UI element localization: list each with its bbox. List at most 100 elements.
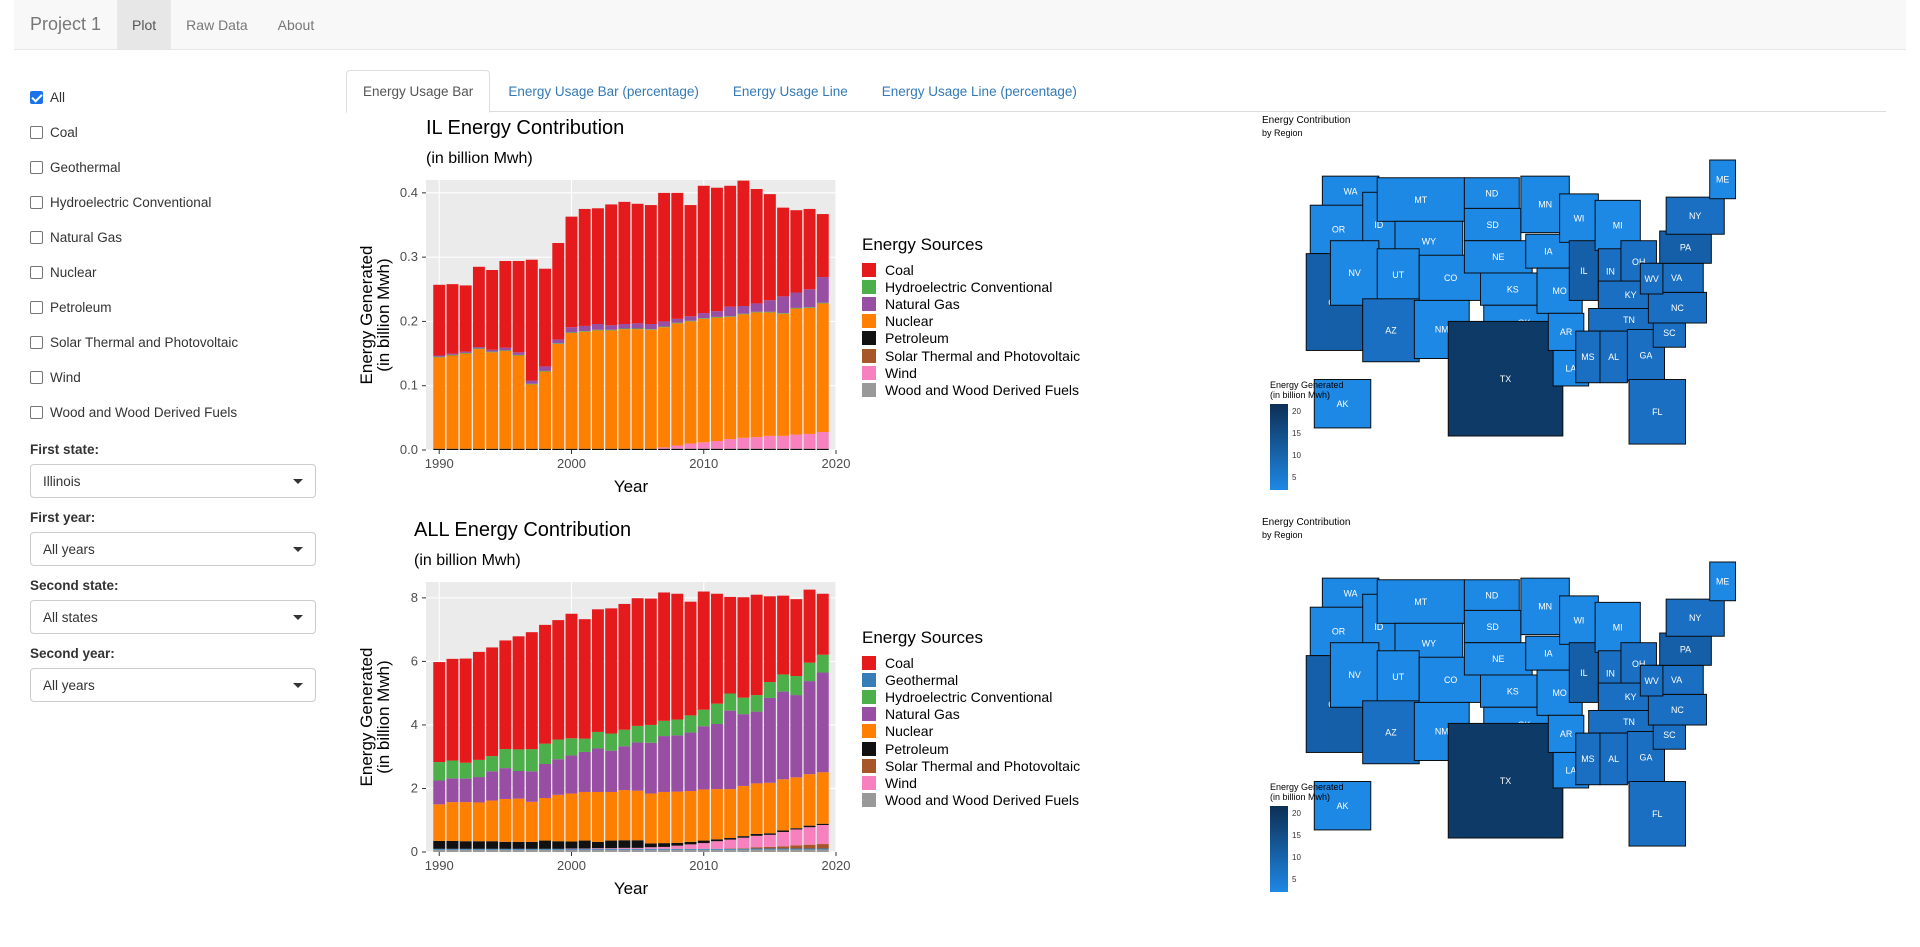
nav-raw-data[interactable]: Raw Data [186,16,248,33]
bar-natural-gas [605,750,618,792]
state-label: AZ [1385,728,1397,738]
tab-energy-usage-bar[interactable]: Energy Usage Bar [346,70,491,113]
bar-natural-gas [737,306,750,314]
checkbox-row-geothermal[interactable]: Geothermal [30,150,316,185]
state-ut [1376,248,1420,301]
bar-nuclear [763,312,776,436]
checkbox-natural-gas[interactable] [30,231,43,244]
checkbox-row-wind[interactable]: Wind [30,360,316,395]
state-label: WV [1644,274,1658,284]
bar-petroleum [750,448,763,450]
bar-coal [459,285,472,352]
bar-geothermal [658,848,671,850]
select-first-year[interactable]: All years [30,532,316,566]
checkbox-row-wood-and-wood-derived-fuels[interactable]: Wood and Wood Derived Fuels [30,395,316,430]
map-legend-tick: 10 [1292,451,1301,460]
map1-title: Energy Contribution [1262,115,1351,126]
checkbox-hydroelectric-conventional[interactable] [30,196,43,209]
bar-hydroelectric-conventional [631,725,644,743]
state-label: ID [1374,622,1383,632]
bar-hydroelectric-conventional [816,302,829,304]
bar-wind [816,432,829,449]
select-second-year[interactable]: All years [30,668,316,702]
bar-natural-gas [724,710,737,790]
map-legend-tick: 5 [1292,473,1297,482]
bar-wood-and-wood-derived-fuels [618,849,631,852]
nav-plot[interactable]: Plot [117,0,172,49]
bar-wind [658,447,671,449]
bar-nuclear [472,349,485,449]
bar-geothermal [446,848,459,850]
checkbox-row-natural-gas[interactable]: Natural Gas [30,220,316,255]
bar-petroleum [790,828,803,830]
bar-coal [539,624,551,744]
legend-label: Natural Gas [885,706,960,723]
bar-hydroelectric-conventional [737,697,750,715]
state-label: MO [1552,688,1566,698]
tab-energy-usage-line[interactable]: Energy Usage Line [732,83,848,99]
bar-nuclear [777,313,790,436]
map-legend-title: Energy Generated [1270,782,1344,792]
nav-about[interactable]: About [277,16,315,33]
checkbox-geothermal[interactable] [30,161,43,174]
state-label: WY [1422,237,1436,247]
bar-wind [605,848,618,849]
checkbox-row-nuclear[interactable]: Nuclear [30,255,316,290]
state-label: AL [1608,352,1619,362]
legend-label: Nuclear [885,313,934,330]
state-label: NE [1492,252,1504,262]
bar-natural-gas [750,303,763,312]
bar-natural-gas [433,355,446,357]
y-axis-label: Energy Generated [357,648,376,787]
state-ak [1313,781,1372,831]
select-second-state[interactable]: All states [30,600,316,634]
checkbox-wind[interactable] [30,371,43,384]
bar-coal [433,284,446,356]
legend-swatch [862,689,876,704]
bar-wind [724,439,737,449]
checkbox-nuclear[interactable] [30,266,43,279]
state-label: OH [1632,257,1645,267]
checkbox-wood-and-wood-derived-fuels[interactable] [30,406,43,419]
bar-petroleum [750,833,763,836]
legend-item: Solar Thermal and Photovoltaic [862,347,1080,364]
checkbox-label: Solar Thermal and Photovoltaic [50,335,239,350]
checkbox-label: Natural Gas [50,230,123,245]
bar-petroleum [472,841,485,849]
bar-wood-and-wood-derived-fuels [552,849,565,852]
checkbox-row-petroleum[interactable]: Petroleum [30,290,316,325]
bar-nuclear [446,355,459,449]
bar-coal [512,261,525,353]
select-value: All years [43,541,95,557]
checkbox-solar-thermal-and-photovoltaic[interactable] [30,336,43,349]
checkbox-row-coal[interactable]: Coal [30,115,316,150]
bar-hydroelectric-conventional [499,749,512,769]
bar-nuclear [724,316,737,440]
bar-wind [790,829,803,846]
tab-energy-usage-bar-percentage[interactable]: Energy Usage Bar (percentage) [508,83,699,99]
bar-wood-and-wood-derived-fuels [750,849,763,852]
legend-label: Coal [885,261,914,278]
brand[interactable]: Project 1 [30,14,102,34]
bar-natural-gas [803,289,816,308]
checkbox-coal[interactable] [30,126,43,139]
checkbox-row-hydroelectric-conventional[interactable]: Hydroelectric Conventional [30,185,316,220]
checkbox-all[interactable] [30,91,43,104]
bar-hydroelectric-conventional [525,749,538,772]
legend-item: Hydroelectric Conventional [862,688,1080,705]
bar-geothermal [816,848,829,850]
checkbox-row-solar-thermal-and-photovoltaic[interactable]: Solar Thermal and Photovoltaic [30,325,316,360]
bar-natural-gas [446,353,459,355]
bar-coal [750,594,763,696]
checkbox-label: All [50,90,66,105]
bar-petroleum [697,840,710,844]
state-label: PA [1680,242,1691,252]
checkbox-row-all[interactable]: All [30,80,316,115]
tab-energy-usage-line-percentage[interactable]: Energy Usage Line (percentage) [881,83,1077,99]
select-first-state[interactable]: Illinois [30,464,316,498]
legend-swatch [862,296,876,311]
tab-bar: Energy Usage Bar Energy Usage Bar (perce… [346,70,1886,113]
bar-petroleum [539,840,551,849]
bar-coal [499,261,512,348]
checkbox-petroleum[interactable] [30,301,43,314]
